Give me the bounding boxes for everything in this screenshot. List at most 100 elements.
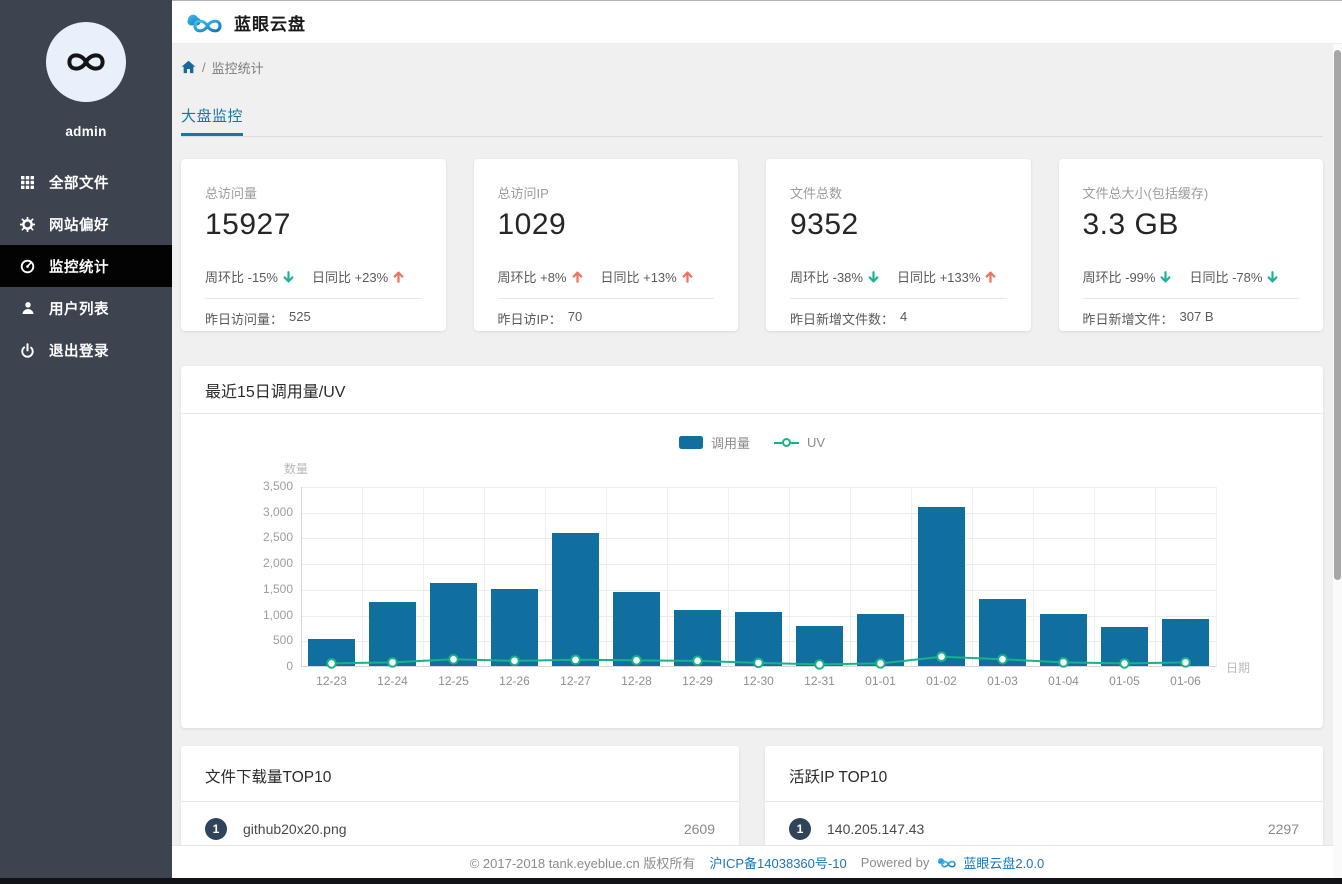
- top-list-rows: 1 github20x20.png 2609: [181, 818, 739, 840]
- trend-arrow-icon: [985, 271, 996, 283]
- user-icon: [20, 301, 35, 316]
- list-item: 1 github20x20.png 2609: [205, 818, 715, 840]
- sidebar-item-label: 网站偏好: [49, 217, 109, 234]
- scrollbar-track[interactable]: [1333, 44, 1342, 878]
- legend-item-calls[interactable]: 调用量: [678, 433, 750, 452]
- item-value: 2609: [683, 821, 715, 837]
- sidebar-item-logout[interactable]: 退出登录: [0, 329, 172, 371]
- stat-footer-label: 昨日访问量：: [205, 312, 284, 327]
- footer: © 2017-2018 tank.eyeblue.cn 版权所有 沪ICP备14…: [172, 845, 1342, 878]
- chart-bar-12-24: [369, 601, 416, 666]
- rank-badge: 1: [205, 818, 227, 840]
- stat-value: 15927: [205, 208, 291, 241]
- y-axis-name: 数量: [283, 462, 308, 476]
- sidebar-item-label: 监控统计: [49, 259, 109, 276]
- chart-bar-12-27: [552, 533, 599, 666]
- chart-bar-12-30: [735, 612, 782, 666]
- trend-arrow-icon: [868, 270, 879, 283]
- copyright: © 2017-2018 tank.eyeblue.cn 版权所有: [469, 855, 696, 871]
- brand-version-link[interactable]: 蓝眼云盘2.0.0: [963, 855, 1045, 871]
- gridline: [911, 487, 912, 667]
- legend-label: UV: [806, 435, 826, 450]
- uv-point-01-05: [1119, 658, 1130, 669]
- x-axis-tick: 01-05: [1109, 674, 1140, 688]
- main-content: / 监控统计 大盘监控 总访问量 15927 周环比 -15% 日同比 +23%…: [172, 44, 1342, 878]
- top-list-rows: 1 140.205.147.43 2297: [765, 818, 1323, 840]
- uv-point-12-24: [387, 657, 398, 668]
- gridline: [1216, 487, 1217, 667]
- x-axis-tick: 12-27: [560, 674, 591, 688]
- icp-link[interactable]: 沪ICP备14038360号-10: [709, 855, 847, 871]
- x-axis-tick: 12-28: [621, 674, 652, 688]
- top-list-title: 活跃IP TOP10: [765, 746, 1323, 802]
- rank-badge: 1: [789, 818, 811, 840]
- x-axis-tick: 01-01: [865, 674, 896, 688]
- uv-point-01-03: [997, 653, 1008, 665]
- trend-day: 日同比 +133%: [897, 267, 996, 286]
- app-title: 蓝眼云盘: [234, 14, 306, 34]
- bar-swatch-icon: [678, 436, 703, 449]
- sidebar-item-user-list[interactable]: 用户列表: [0, 287, 172, 329]
- x-axis-tick: 01-02: [926, 674, 957, 688]
- stat-card-total-ip: 总访问IP 1029 周环比 +8% 日同比 +13% 昨日访IP： 70: [473, 159, 738, 331]
- breadcrumb-separator: /: [202, 59, 206, 75]
- stat-card-total-visits: 总访问量 15927 周环比 -15% 日同比 +23% 昨日访问量： 525: [181, 159, 446, 331]
- gridline: [301, 538, 1216, 540]
- y-axis-tick: 2,000: [262, 556, 293, 571]
- breadcrumb: / 监控统计: [181, 57, 1323, 77]
- trend-week: 周环比 -15%: [205, 267, 294, 286]
- stat-footer-label: 昨日访IP：: [497, 312, 562, 327]
- sidebar-item-all-files[interactable]: 全部文件: [0, 161, 172, 203]
- sidebar-item-site-preferences[interactable]: 网站偏好: [0, 203, 172, 245]
- divider: [497, 298, 714, 299]
- brand-logo-icon: [180, 8, 226, 36]
- chart-bar-12-25: [430, 582, 477, 666]
- gridline: [301, 564, 1216, 566]
- footer-logo-icon: [938, 858, 957, 868]
- trend-week: 周环比 +8%: [498, 267, 583, 286]
- scrollbar-thumb[interactable]: [1334, 50, 1341, 580]
- uv-point-12-25: [448, 653, 459, 665]
- stat-value: 3.3 GB: [1082, 208, 1179, 241]
- gridline: [301, 512, 1216, 514]
- gridline: [301, 487, 1216, 488]
- item-name: github20x20.png: [243, 821, 347, 837]
- x-axis-tick: 12-25: [438, 674, 469, 688]
- tab-dashboard-monitor[interactable]: 大盘监控: [181, 105, 244, 136]
- stat-title: 文件总大小(包括缓存): [1082, 186, 1209, 201]
- legend-item-uv[interactable]: UV: [773, 435, 826, 450]
- home-icon[interactable]: [181, 60, 196, 74]
- trend-week: 周环比 -38%: [790, 267, 879, 286]
- y-axis-tick: 500: [272, 633, 293, 648]
- x-axis-tick: 01-04: [1048, 674, 1079, 688]
- gridline: [850, 487, 851, 667]
- stat-footer-value: 4: [900, 309, 908, 324]
- username: admin: [65, 124, 107, 139]
- stat-footer-value: 70: [567, 309, 583, 324]
- chart-plot: [301, 487, 1217, 670]
- uv-point-01-02: [936, 651, 947, 663]
- stat-footer-value: 525: [289, 309, 311, 324]
- gridline: [972, 487, 973, 667]
- divider: [790, 298, 1007, 299]
- stat-card-total-size: 文件总大小(包括缓存) 3.3 GB 周环比 -99% 日同比 -78% 昨日新…: [1058, 159, 1323, 331]
- trend-day: 日同比 +23%: [312, 267, 404, 286]
- sidebar-item-monitor-stats[interactable]: 监控统计: [0, 245, 172, 287]
- sidebar: admin 全部文件网站偏好监控统计用户列表退出登录: [0, 0, 172, 878]
- item-name: 140.205.147.43: [827, 821, 925, 837]
- sidebar-menu: 全部文件网站偏好监控统计用户列表退出登录: [0, 161, 172, 371]
- gridline: [362, 487, 363, 667]
- trend-day: 日同比 -78%: [1189, 267, 1278, 286]
- gridline: [301, 589, 1216, 591]
- chart-bar-01-01: [857, 614, 904, 666]
- powered-by: Powered by 蓝眼云盘2.0.0: [860, 854, 1045, 871]
- uv-point-12-28: [631, 655, 642, 666]
- trend-arrow-icon: [682, 271, 693, 283]
- x-axis-tick: 12-31: [804, 674, 835, 688]
- gridline: [728, 487, 729, 667]
- topbar: 蓝眼云盘: [172, 0, 1342, 44]
- gridline: [667, 487, 668, 667]
- avatar: [46, 22, 126, 102]
- sidebar-item-label: 用户列表: [49, 301, 109, 318]
- uv-point-01-06: [1180, 657, 1191, 668]
